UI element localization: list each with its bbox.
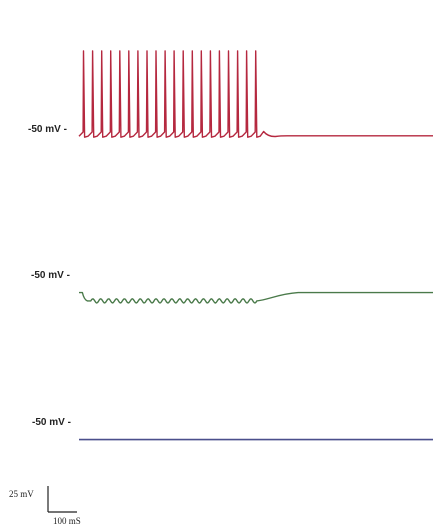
trace-2-baseline-label: -50 mV -	[31, 270, 70, 281]
scale-bar-time-label: 100 mS	[53, 516, 81, 526]
scale-bar-voltage-label: 25 mV	[9, 489, 34, 499]
trace-2-subthreshold-line	[79, 291, 433, 304]
scale-bar: 25 mV 100 mS	[9, 486, 81, 526]
trace-1-spiking-line	[78, 50, 433, 138]
trace-1-baseline-label: -50 mV -	[28, 124, 67, 135]
trace-3-baseline-label: -50 mV -	[32, 417, 71, 428]
